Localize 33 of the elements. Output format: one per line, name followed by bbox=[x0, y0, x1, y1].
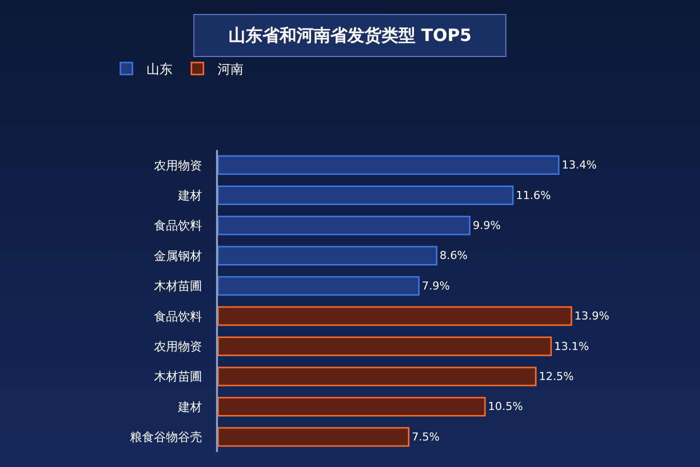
data-label: 10.5% bbox=[488, 400, 523, 414]
bar bbox=[218, 185, 514, 206]
bar bbox=[218, 155, 560, 175]
y-tick-label: 建材 bbox=[176, 188, 202, 202]
y-tick-label: 食品饮料 bbox=[154, 309, 202, 324]
bar bbox=[218, 427, 410, 447]
y-tick-label: 食品饮料 bbox=[154, 218, 202, 233]
y-tick-label: 农用物资 bbox=[154, 340, 202, 354]
legend-label: 山东 bbox=[146, 62, 172, 78]
data-label: 7.9% bbox=[422, 279, 450, 292]
legend-label: 河南 bbox=[217, 62, 244, 78]
bar bbox=[218, 366, 537, 386]
data-label: 12.5% bbox=[538, 370, 574, 383]
bar bbox=[218, 216, 470, 236]
data-label: 8.6% bbox=[440, 249, 468, 262]
bar bbox=[218, 306, 572, 326]
data-label: 13.4% bbox=[562, 158, 597, 172]
y-tick-label: 建材 bbox=[176, 400, 202, 414]
y-tick-label: 木材苗圃 bbox=[154, 370, 202, 384]
bar bbox=[218, 276, 420, 296]
y-tick-label: 木材苗圃 bbox=[154, 279, 202, 294]
data-label: 13.1% bbox=[554, 340, 590, 353]
bar bbox=[218, 336, 552, 356]
y-tick-label: 农用物资 bbox=[154, 158, 202, 172]
data-label: 11.6% bbox=[516, 188, 551, 202]
bar bbox=[218, 246, 438, 266]
data-label: 9.9% bbox=[472, 219, 501, 232]
chart-title: 山东省和河南省发货类型 TOP5 bbox=[193, 14, 507, 57]
y-tick-label: 粮食谷物谷壳 bbox=[130, 430, 202, 444]
bar bbox=[218, 396, 486, 417]
y-tick-label: 金属钢材 bbox=[154, 248, 202, 263]
data-label: 7.5% bbox=[412, 430, 440, 444]
data-label: 13.9% bbox=[574, 310, 610, 323]
